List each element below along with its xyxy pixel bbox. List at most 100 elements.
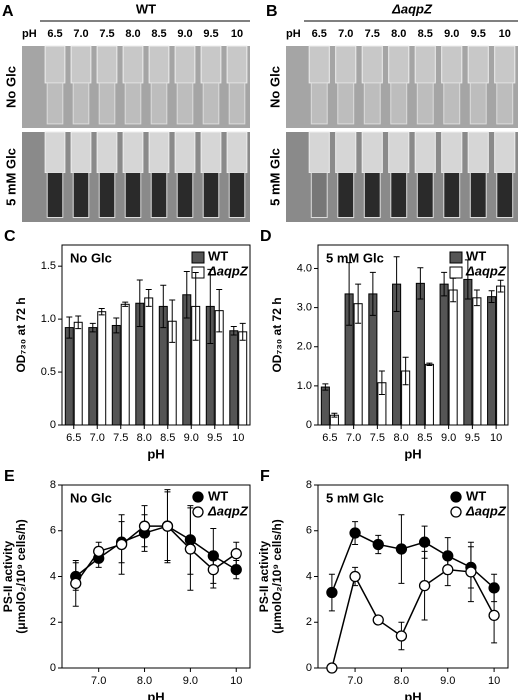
ph-value: 8.0 <box>391 28 406 40</box>
bar <box>463 278 473 426</box>
point <box>418 580 431 592</box>
ph-value: 7.5 <box>99 28 114 40</box>
tube-bottom <box>416 82 434 125</box>
error-bar <box>216 288 223 333</box>
error-bar <box>369 271 376 316</box>
tube <box>414 131 436 173</box>
error-bar <box>426 362 433 367</box>
x-tick-label: 7.0 <box>347 675 362 687</box>
y-tick-label: 1.0 <box>297 380 312 392</box>
point <box>207 563 219 576</box>
tube <box>494 45 516 84</box>
ph-value: 7.5 <box>365 28 380 40</box>
x-tick-label: 8.5 <box>417 432 432 444</box>
bar <box>439 283 449 426</box>
plot-frame <box>317 244 509 426</box>
y-tick-label: 1.0 <box>41 313 56 325</box>
tube <box>467 131 489 173</box>
tube <box>335 45 357 84</box>
tube <box>200 45 222 84</box>
bar <box>229 330 239 426</box>
ph-label: pH <box>286 28 301 40</box>
error-bar <box>192 272 199 341</box>
bar <box>496 285 506 426</box>
ph-value: 8.0 <box>125 28 140 40</box>
panel-letter: E <box>4 468 15 485</box>
x-tick-label: 8.0 <box>137 432 152 444</box>
y-tick-label: 4 <box>50 570 56 582</box>
tube-bottom <box>150 172 168 218</box>
tube <box>361 45 383 84</box>
bar <box>64 327 74 426</box>
point <box>372 538 384 551</box>
point <box>161 520 174 532</box>
point <box>395 630 408 642</box>
legend-marker <box>450 491 462 503</box>
x-tick-label: 7.0 <box>346 432 361 444</box>
tube-bottom <box>176 82 194 125</box>
bar <box>472 297 482 426</box>
x-tick-label: 9.0 <box>184 432 199 444</box>
tube <box>388 45 410 84</box>
tube-bottom <box>469 172 487 218</box>
tube-bottom <box>363 172 381 218</box>
x-tick-label: 7.0 <box>91 675 106 687</box>
point <box>372 614 384 626</box>
error-bar <box>322 383 329 391</box>
error-bar <box>346 262 353 326</box>
tube-bottom <box>176 172 194 218</box>
point <box>230 563 242 576</box>
tube-bottom <box>363 82 381 125</box>
tube <box>96 45 118 84</box>
error-bar <box>355 283 362 324</box>
point <box>70 577 82 590</box>
y-axis-label: OD₇₃₀ at 72 h <box>270 297 284 372</box>
tube <box>441 45 463 84</box>
row-label: No Glc <box>267 66 282 108</box>
photo-title: WT <box>136 1 156 16</box>
y-axis-label: PS-II activity <box>1 541 15 613</box>
tube-bottom <box>443 82 461 125</box>
tube-bottom <box>150 82 168 125</box>
error-bar <box>75 315 82 330</box>
point <box>349 570 361 583</box>
tube-bottom <box>228 172 246 218</box>
series-line <box>331 568 495 669</box>
y-tick-label: 0 <box>50 662 56 674</box>
ph-value: 10 <box>231 28 243 40</box>
error-bar <box>488 290 495 304</box>
ph-value: 6.5 <box>47 28 62 40</box>
y-tick-label: 3.0 <box>297 302 312 314</box>
legend-label: ΔaqpZ <box>207 503 249 518</box>
point <box>442 563 454 576</box>
x-tick-label: 7.5 <box>113 432 128 444</box>
point <box>115 538 128 551</box>
tube <box>44 45 66 84</box>
panel-letter: C <box>4 228 16 245</box>
x-tick-label: 6.5 <box>322 432 337 444</box>
x-axis-label: pH <box>147 446 164 461</box>
error-bar <box>441 271 448 297</box>
tube <box>44 131 66 173</box>
x-tick-label: 9.0 <box>441 432 456 444</box>
error-bar <box>239 322 246 341</box>
tube-bottom <box>202 172 220 218</box>
error-bar <box>183 270 190 319</box>
error-bar <box>331 412 338 418</box>
bar <box>487 296 497 426</box>
tube-bottom <box>98 82 116 125</box>
y-tick-label: 0 <box>306 662 312 674</box>
point <box>418 536 431 548</box>
tube-bottom <box>390 82 408 125</box>
ph-label: pH <box>22 28 37 40</box>
error-bar <box>89 322 96 333</box>
y-tick-label: 0 <box>306 419 312 431</box>
tube <box>361 131 383 173</box>
tube-bottom <box>72 172 90 218</box>
y-tick-label: 8 <box>306 479 312 491</box>
legend-label: ΔaqpZ <box>207 263 249 278</box>
error-bar <box>473 289 480 307</box>
x-tick-label: 10 <box>488 675 500 687</box>
tube-bottom <box>337 82 355 125</box>
